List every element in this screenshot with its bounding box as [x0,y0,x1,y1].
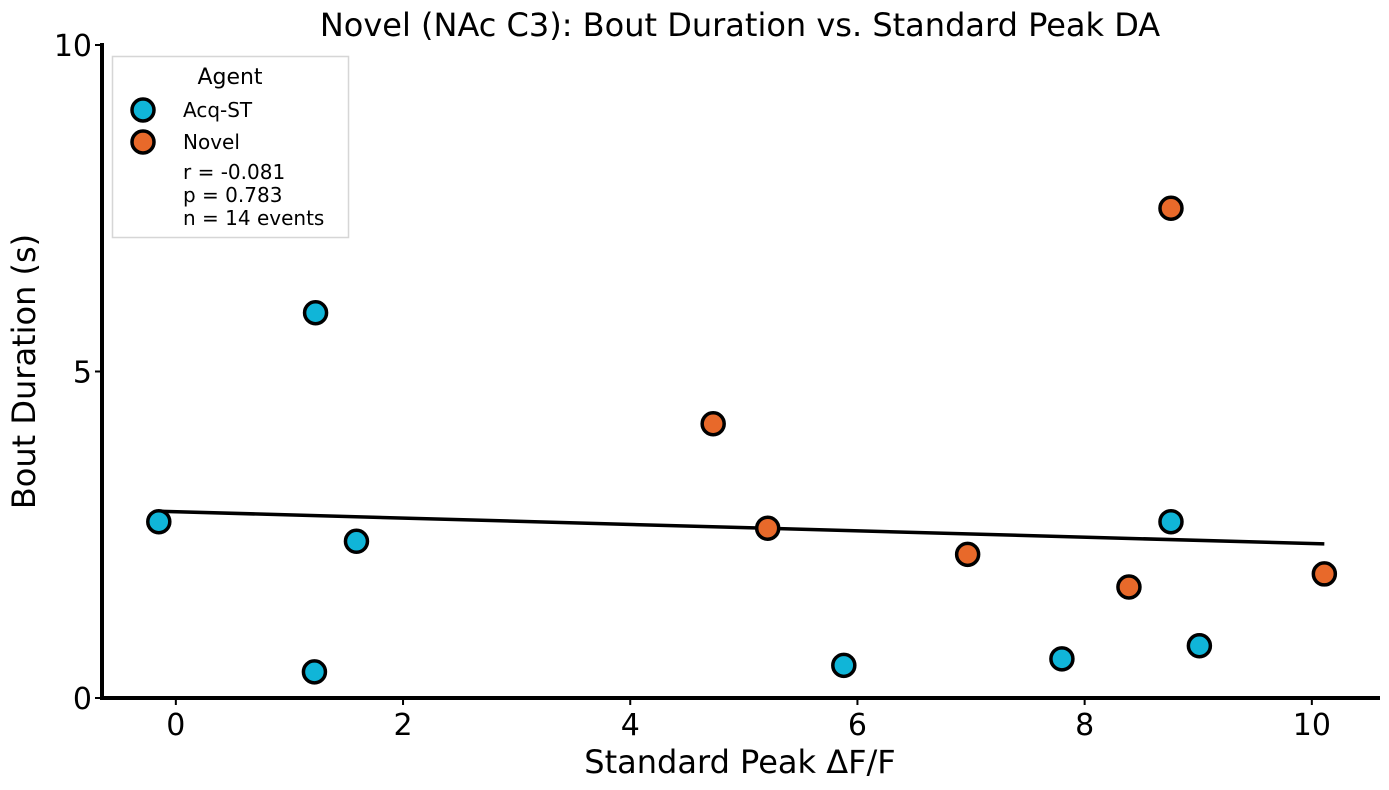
x-tick-label: 2 [393,708,412,743]
y-tick-label: 10 [54,29,92,64]
regression-line-group [158,509,1325,546]
data-point-acq-st [302,299,329,326]
y-tick-label: 0 [73,682,92,717]
data-point-novel [700,410,726,437]
x-tick-label: 10 [1293,708,1331,743]
data-point-novel [1116,574,1142,600]
data-point-acq-st [831,652,857,679]
x-tick-label: 8 [1075,708,1094,743]
data-point-novel [1311,561,1338,587]
data-point-acq-st [301,659,328,685]
legend-marker-novel [130,129,156,155]
data-point-acq-st [146,508,172,535]
x-tick-label: 0 [166,708,185,743]
ticks: 0 2 4 6 8 10 0 5 10 [54,29,1331,743]
legend-marker-acq-st [130,97,156,123]
legend-label: Acq-ST [183,98,253,122]
legend-stat: n = 14 events [183,206,324,230]
legend-title: Agent [197,65,262,90]
y-axis-label: Bout Duration (s) [5,234,43,509]
legend-stat: p = 0.783 [183,183,282,207]
data-point-acq-st [1049,646,1075,672]
data-point-acq-st [343,528,370,555]
data-point-novel [754,515,781,541]
data-points [146,195,1338,685]
x-tick-label: 6 [848,708,867,743]
x-tick-label: 4 [621,708,640,743]
regression-line [158,509,1325,546]
data-point-acq-st [1186,633,1213,659]
legend-stat: r = -0.081 [183,160,285,184]
data-point-novel [954,541,981,568]
legend-label: Novel [183,130,240,154]
chart-title: Novel (NAc C3): Bout Duration vs. Standa… [320,6,1160,44]
y-tick-label: 5 [73,356,92,391]
x-axis-label: Standard Peak ΔF/F [584,743,895,781]
data-point-novel [1158,195,1184,221]
data-point-acq-st [1158,508,1184,535]
